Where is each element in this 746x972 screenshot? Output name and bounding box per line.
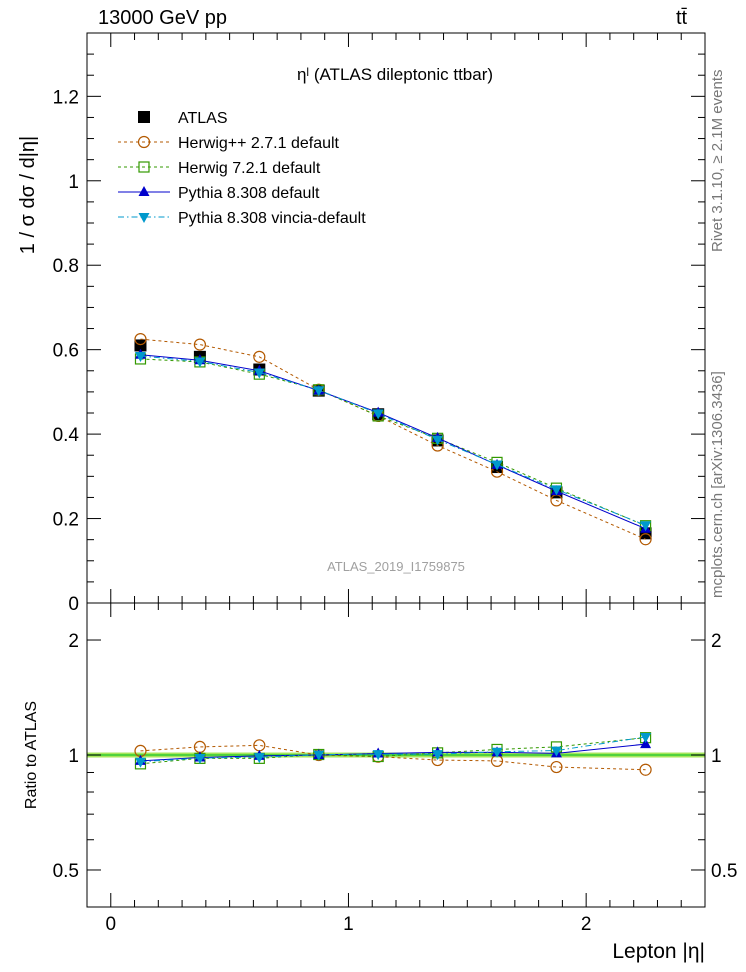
legend-label-pythia: Pythia 8.308 default <box>178 185 320 202</box>
ratio-point-vincia-7 <box>550 746 562 757</box>
ratio-point-herwigpp-8 <box>639 763 652 776</box>
main-line-vincia <box>140 355 646 526</box>
legend-label-atlas: ATLAS <box>178 110 228 127</box>
ratio-line-pythia <box>140 743 646 762</box>
main-point-vincia-0 <box>134 352 146 362</box>
ratio-y-tick-label: 1 <box>68 746 79 767</box>
legend-marker-herwigpp <box>137 135 151 149</box>
ratio-point-vincia-6 <box>491 747 503 758</box>
ratio-line-herwig7 <box>140 737 646 765</box>
main-point-herwigpp-2 <box>253 350 266 363</box>
main-point-vincia-8 <box>640 521 652 532</box>
main-point-vincia-3 <box>313 386 325 397</box>
ratio-line-vincia <box>140 736 646 763</box>
ratio-point-vincia-2 <box>253 753 265 764</box>
main-y-tick-label: 0 <box>68 594 79 615</box>
ratio-y-tick-label: 0.5 <box>53 861 79 882</box>
ratio-line-herwigpp <box>140 744 646 771</box>
ratio-point-herwigpp-7 <box>550 760 563 774</box>
ratio-point-vincia-3 <box>313 750 325 761</box>
ratio-point-vincia-8 <box>640 732 652 743</box>
main-point-vincia-5 <box>432 435 444 446</box>
main-point-herwigpp-0 <box>134 333 147 346</box>
rivet-version-label: Rivet 3.1.10, ≥ 2.1M events <box>709 70 726 253</box>
main-y-axis-label: 1 / σ dσ / d|η| <box>17 136 39 254</box>
ratio-point-vincia-1 <box>194 754 206 765</box>
legend-marker-pythia <box>138 186 150 196</box>
legend-marker-herwig7 <box>138 161 150 173</box>
main-plot-title: ηˡ (ATLAS dileptonic ttbar) <box>297 65 493 84</box>
ratio-y-tick-label-right: 1 <box>711 746 722 767</box>
main-y-tick-label: 0.4 <box>53 425 80 446</box>
main-point-vincia-2 <box>253 368 265 379</box>
main-y-tick-label: 0.8 <box>53 256 79 277</box>
ratio-y-axis-label: Ratio to ATLAS <box>23 701 40 809</box>
main-y-tick-label: 0.6 <box>53 341 79 362</box>
main-line-herwigpp <box>140 338 646 540</box>
legend-label-herwig7: Herwig 7.2.1 default <box>178 160 321 177</box>
ratio-y-tick-label-right: 2 <box>711 631 722 652</box>
legend-marker-vincia <box>138 213 150 223</box>
ratio-x-tick-label: 0 <box>105 914 116 935</box>
mcplots-source-label: mcplots.cern.ch [arXiv:1306.3436] <box>709 371 726 598</box>
ratio-point-pythia-8 <box>640 738 652 749</box>
collision-label: 13000 GeV pp <box>98 7 227 29</box>
main-point-vincia-4 <box>372 409 384 420</box>
legend-marker-atlas <box>138 111 150 123</box>
main-point-atlas-0 <box>134 339 147 352</box>
main-point-vincia-6 <box>491 460 503 471</box>
main-point-vincia-1 <box>194 357 206 368</box>
ratio-x-tick-label: 2 <box>581 914 592 935</box>
ratio-point-vincia-0 <box>134 757 146 768</box>
main-line-herwig7 <box>140 358 646 527</box>
legend-label-vincia: Pythia 8.308 vincia-default <box>178 210 366 227</box>
ratio-y-tick-label: 2 <box>68 631 79 652</box>
main-y-tick-label: 1 <box>68 172 79 193</box>
legend-label-herwigpp: Herwig++ 2.7.1 default <box>178 135 340 152</box>
main-y-tick-label: 0.2 <box>53 510 79 531</box>
main-point-herwigpp-8 <box>639 533 652 546</box>
x-axis-label: Lepton |η| <box>612 940 705 963</box>
main-point-herwigpp-1 <box>193 338 207 351</box>
main-y-tick-label: 1.2 <box>53 87 79 108</box>
ratio-x-tick-label: 1 <box>343 914 354 935</box>
main-line-pythia <box>140 354 646 530</box>
ratio-point-vincia-4 <box>372 750 384 761</box>
ratio-y-tick-label-right: 0.5 <box>711 861 737 882</box>
ratio-point-vincia-5 <box>432 750 444 761</box>
main-point-vincia-7 <box>550 485 562 496</box>
process-label: tt̄ <box>676 7 688 29</box>
analysis-watermark: ATLAS_2019_I1759875 <box>327 559 465 574</box>
